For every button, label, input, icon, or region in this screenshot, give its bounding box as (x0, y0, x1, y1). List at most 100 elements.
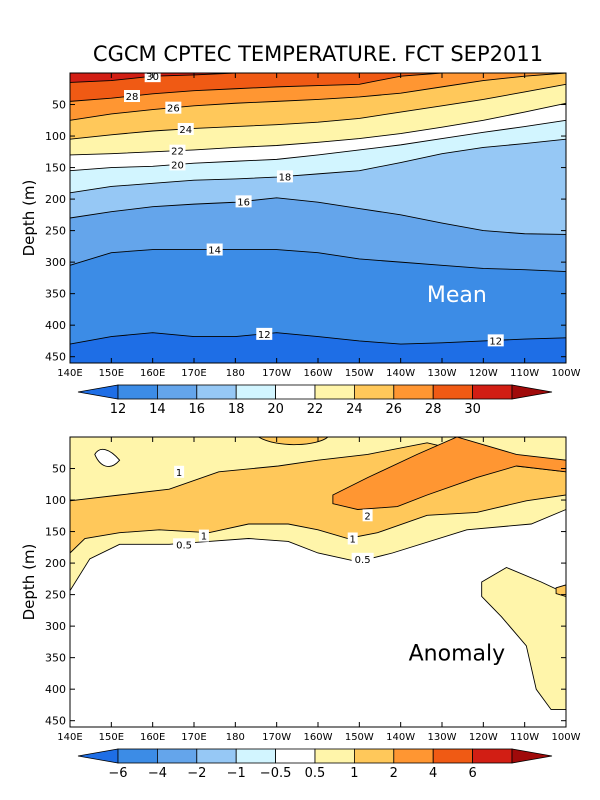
anom-cb-box (432, 748, 474, 764)
mean-cb-label: 12 (110, 402, 127, 417)
anom-ytick-label: 300 (45, 620, 66, 633)
mean-contour-label-bg (165, 101, 182, 114)
mean-cb-box (472, 384, 513, 400)
anom-ytick-label: 450 (45, 715, 66, 728)
mean-contour-label: 12 (258, 330, 271, 341)
mean-cb-label: 26 (386, 402, 403, 417)
mean-xtick-label: 130W (428, 368, 457, 379)
mean-ylabel: Depth (m) (20, 180, 38, 257)
anom-ytick-label: 400 (45, 683, 66, 696)
mean-contour-label: 16 (237, 197, 250, 208)
anomaly-colorbar: −6 −4 −2 −1 −0.5 0.5 1 2 4 6 (77, 748, 553, 781)
anom-ytick-label: 100 (45, 494, 66, 507)
mean-contour-label-bg (177, 122, 194, 135)
anom-contour-label-bg (362, 509, 373, 522)
mean-contour-label-bg (276, 170, 293, 183)
anom-notch (94, 448, 121, 467)
mean-cb-box (235, 384, 276, 400)
anom-contour-label-bg (198, 529, 209, 542)
mean-cb-label: 28 (425, 402, 442, 417)
mean-contour-label-bg (169, 158, 186, 171)
mean-cb-box (353, 384, 395, 400)
mean-contour-label-bg (124, 90, 140, 103)
anom-ytick-label: 250 (45, 589, 66, 602)
mean-cb-tri-low (77, 384, 119, 400)
anom-panel-label: Anomaly (409, 641, 506, 666)
anom-cb-box (472, 748, 513, 764)
mean-contour-label: 22 (171, 147, 184, 158)
mean-contour-label: 14 (208, 246, 221, 257)
anom-xtick-label: 170W (262, 732, 291, 743)
mean-contour-label-bg (235, 195, 252, 208)
mean-cb-label: 30 (464, 402, 481, 417)
mean-ytick-label: 250 (45, 225, 66, 238)
mean-contour-12 (69, 332, 567, 345)
mean-cb-label: 20 (267, 402, 284, 417)
mean-xtick-label: 160E (140, 368, 165, 379)
mean-ytick-label: 450 (45, 351, 66, 364)
mean-ytick-label: 150 (45, 162, 66, 175)
anom-contour-label-bg (347, 532, 358, 545)
anom-cb-box (314, 748, 355, 764)
anom-cb-label: −6 (108, 766, 127, 781)
mean-cb-box (314, 384, 355, 400)
mean-contour-label-bg (487, 334, 504, 347)
mean-xtick-label: 160W (304, 368, 333, 379)
mean-contour-label: 18 (279, 172, 292, 183)
mean-contour-22 (69, 102, 567, 156)
mean-contour-label: 20 (171, 160, 184, 171)
anom-xtick-label: 180 (226, 732, 245, 743)
anom-cb-tri-low (77, 748, 119, 764)
mean-ytick-label: 300 (45, 256, 66, 269)
anom-cb-label: −1 (227, 766, 246, 781)
anom-xtick-label: 160E (140, 732, 165, 743)
mean-cb-box (156, 384, 198, 400)
mean-xtick-label: 110W (510, 368, 539, 379)
mean-contour-label: 24 (179, 125, 192, 136)
anom-xtick-label: 130W (428, 732, 457, 743)
anom-contour-label-bg (173, 538, 196, 551)
mean-contour-14 (69, 249, 567, 273)
anom-xtick-label: 170E (181, 732, 206, 743)
anom-xtick-label: 110W (510, 732, 539, 743)
mean-contour-20 (69, 119, 567, 172)
mean-contour-26 (69, 72, 567, 121)
anom-xtick-label: 150W (345, 732, 374, 743)
mean-xtick-label: 100W (552, 368, 581, 379)
anomaly-panel: 1 1 0.5 2 1 0.5 140E 150E 160E 170E 180 170W 160W 150… (20, 436, 581, 743)
anom-cb-box (353, 748, 395, 764)
mean-xtick-label: 150E (99, 368, 124, 379)
mean-xtick-label: 170W (262, 368, 291, 379)
mean-ytick-label: 100 (45, 130, 66, 143)
mean-frame (69, 72, 567, 364)
anom-frame (69, 436, 567, 728)
anom-cb-box (393, 748, 434, 764)
anom-xtick-label: 140E (57, 732, 82, 743)
anom-xtick-label: 120W (469, 732, 498, 743)
mean-cb-tri-high (511, 384, 553, 400)
anom-ytick-label: 150 (45, 526, 66, 539)
anom-cb-label: 1 (350, 766, 358, 781)
anom-xtick-label: 140W (386, 732, 415, 743)
mean-cb-box (432, 384, 474, 400)
mean-panel-label: Mean (427, 283, 487, 308)
mean-contour-label: 28 (126, 92, 139, 103)
anom-cb-tri-high (511, 748, 553, 764)
mean-contour-label-bg (256, 327, 273, 340)
mean-band-30 (70, 73, 566, 83)
mean-ytick-label: 350 (45, 288, 66, 301)
anom-contour-label: 1 (350, 535, 356, 546)
anom-cb-box (275, 748, 316, 764)
mean-contour-label: 26 (167, 104, 180, 115)
anom-contour-label: 1 (201, 532, 207, 543)
mean-xtick-label: 170E (181, 368, 206, 379)
anom-cb-label: 4 (429, 766, 437, 781)
anom-cb-box (196, 748, 237, 764)
anom-xtick-label: 100W (552, 732, 581, 743)
mean-xtick-label: 120W (469, 368, 498, 379)
mean-contour-16 (69, 197, 567, 235)
mean-contour-18 (69, 138, 567, 194)
anom-xtick-label: 160W (304, 732, 333, 743)
